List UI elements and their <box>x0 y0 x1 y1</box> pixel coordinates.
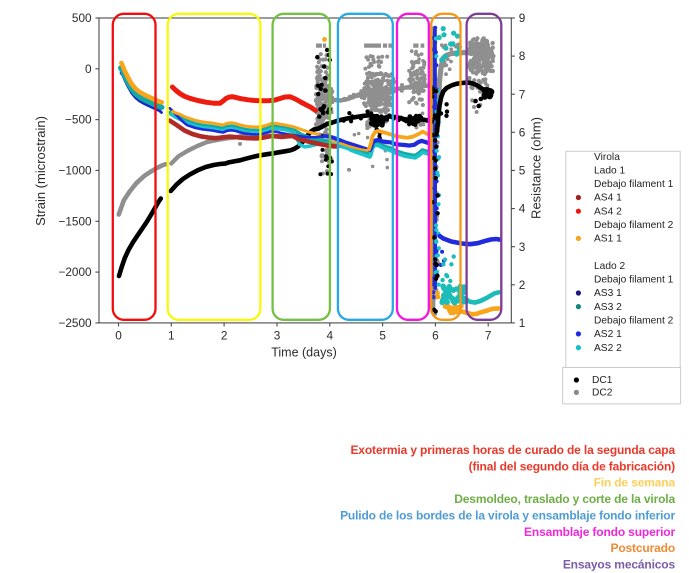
svg-text:(final del segundo día de fabr: (final del segundo día de fabricación) <box>469 459 675 473</box>
svg-text:1: 1 <box>168 329 175 343</box>
svg-text:−1500: −1500 <box>58 214 92 228</box>
svg-text:AS2 1: AS2 1 <box>594 329 622 340</box>
svg-text:2: 2 <box>221 329 228 343</box>
svg-text:AS1 1: AS1 1 <box>594 234 622 245</box>
svg-text:3: 3 <box>519 240 526 254</box>
svg-text:Strain (microstrain): Strain (microstrain) <box>33 116 48 226</box>
svg-text:1: 1 <box>519 316 526 330</box>
svg-text:−2500: −2500 <box>58 316 92 330</box>
svg-text:Debajo filament 1: Debajo filament 1 <box>594 179 674 190</box>
svg-text:9: 9 <box>519 11 526 25</box>
svg-text:AS4 1: AS4 1 <box>594 193 622 204</box>
svg-text:0: 0 <box>85 62 92 76</box>
svg-text:−500: −500 <box>65 113 92 127</box>
svg-text:Exotermia y primeras horas de: Exotermia y primeras horas de curado de … <box>350 443 675 457</box>
svg-text:Lado 1: Lado 1 <box>594 165 625 176</box>
svg-text:Debajo filament 2: Debajo filament 2 <box>594 316 674 327</box>
svg-text:AS3 1: AS3 1 <box>594 288 622 299</box>
svg-text:Desmoldeo, traslado y corte de: Desmoldeo, traslado y corte de la virola <box>454 492 675 506</box>
svg-text:500: 500 <box>72 11 92 25</box>
svg-text:7: 7 <box>519 87 526 101</box>
svg-text:Debajo filament 2: Debajo filament 2 <box>594 220 674 231</box>
svg-text:7: 7 <box>485 329 492 343</box>
svg-text:2: 2 <box>519 278 526 292</box>
svg-text:4: 4 <box>519 202 526 216</box>
svg-text:6: 6 <box>519 125 526 139</box>
svg-text:AS2 2: AS2 2 <box>594 343 622 354</box>
svg-text:0: 0 <box>115 329 122 343</box>
svg-text:Time (days): Time (days) <box>271 346 337 360</box>
svg-text:Ensayos mecánicos: Ensayos mecánicos <box>563 558 676 572</box>
svg-text:−2000: −2000 <box>58 265 92 279</box>
svg-text:8: 8 <box>519 49 526 63</box>
svg-text:AS3 2: AS3 2 <box>594 302 622 313</box>
svg-text:Debajo filament 1: Debajo filament 1 <box>594 275 674 286</box>
svg-text:3: 3 <box>274 329 281 343</box>
svg-text:Pulido de los bordes de la vir: Pulido de los bordes de la virola y ensa… <box>340 508 675 522</box>
svg-text:AS4 2: AS4 2 <box>594 206 622 217</box>
svg-text:Resistance (ohm): Resistance (ohm) <box>529 117 544 219</box>
svg-text:DC2: DC2 <box>592 388 613 399</box>
svg-text:5: 5 <box>379 329 386 343</box>
svg-text:Postcurado: Postcurado <box>610 541 675 555</box>
svg-text:−1000: −1000 <box>58 164 92 178</box>
svg-text:5: 5 <box>519 164 526 178</box>
svg-text:4: 4 <box>327 329 334 343</box>
svg-text:Lado 2: Lado 2 <box>594 261 625 272</box>
svg-text:6: 6 <box>432 329 439 343</box>
svg-text:Ensamblaje fondo superior: Ensamblaje fondo superior <box>524 525 675 539</box>
svg-text:DC1: DC1 <box>592 375 613 386</box>
svg-text:Fin de semana: Fin de semana <box>594 476 676 490</box>
svg-text:Virola: Virola <box>594 152 620 163</box>
